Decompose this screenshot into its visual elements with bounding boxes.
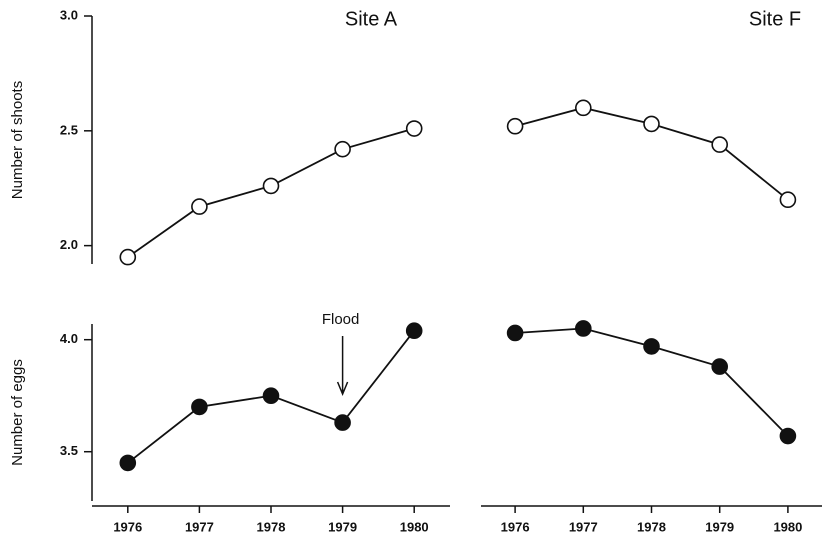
y-axis-label: Number of shoots (9, 81, 26, 199)
data-point (405, 120, 423, 137)
x-tick-label: 1979 (705, 519, 734, 534)
data-point (119, 454, 137, 472)
y-tick-label: 3.5 (60, 443, 78, 458)
panel-title: Site A (345, 8, 398, 30)
y-tick-label: 2.0 (60, 237, 78, 252)
data-point (334, 414, 351, 431)
x-tick-label: 1976 (501, 519, 530, 534)
annotation-text: Flood (322, 311, 360, 328)
data-point (191, 398, 208, 416)
y-axis-label: Number of eggs (9, 359, 26, 466)
data-point (643, 115, 660, 133)
data-point (779, 427, 797, 445)
data-point (119, 248, 137, 266)
x-tick-label: 1977 (569, 519, 598, 534)
x-tick-label: 1978 (637, 519, 666, 534)
data-point (191, 198, 208, 215)
data-point (574, 99, 592, 117)
data-point (574, 320, 592, 337)
x-tick-label: 1977 (185, 519, 214, 534)
y-tick-label: 4.0 (60, 331, 78, 346)
x-tick-label: 1980 (400, 519, 429, 534)
data-point (262, 177, 280, 195)
x-tick-label: 1976 (113, 519, 142, 534)
x-tick-label: 1978 (257, 519, 286, 534)
data-point (334, 140, 351, 158)
data-point (405, 322, 423, 340)
y-tick-label: 3.0 (60, 7, 78, 22)
data-point (711, 358, 729, 375)
x-tick-label: 1979 (328, 519, 357, 534)
data-point (779, 191, 797, 209)
data-point (262, 387, 280, 404)
x-tick-label: 1980 (773, 519, 802, 534)
data-point (711, 136, 729, 153)
data-point (506, 117, 524, 135)
data-point (506, 324, 524, 342)
annotation-arrow (336, 336, 349, 396)
data-point (643, 338, 660, 355)
y-tick-label: 2.5 (60, 122, 78, 137)
panel-title: Site F (749, 8, 801, 30)
